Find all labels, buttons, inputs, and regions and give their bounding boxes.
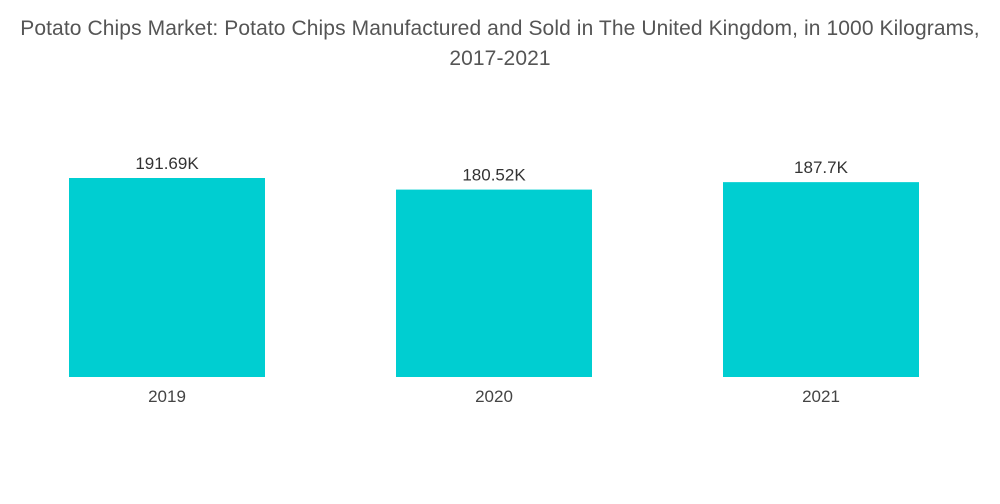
x-tick-label-2021: 2021 [802, 387, 840, 406]
x-tick-label-2019: 2019 [148, 387, 186, 406]
bar-2021 [723, 182, 919, 377]
bars-layer [69, 178, 919, 377]
bar-2019 [69, 178, 265, 377]
data-labels-layer: 191.69K 180.52K 187.7K [135, 154, 848, 185]
data-label-2019: 191.69K [135, 154, 199, 173]
chart-title: Potato Chips Market: Potato Chips Manufa… [20, 17, 980, 70]
x-tick-label-2020: 2020 [475, 387, 513, 406]
bar-2020 [396, 189, 592, 377]
data-label-2020: 180.52K [462, 166, 526, 185]
x-axis-ticks: 2019 2020 2021 [148, 387, 840, 406]
data-label-2021: 187.7K [794, 158, 849, 177]
